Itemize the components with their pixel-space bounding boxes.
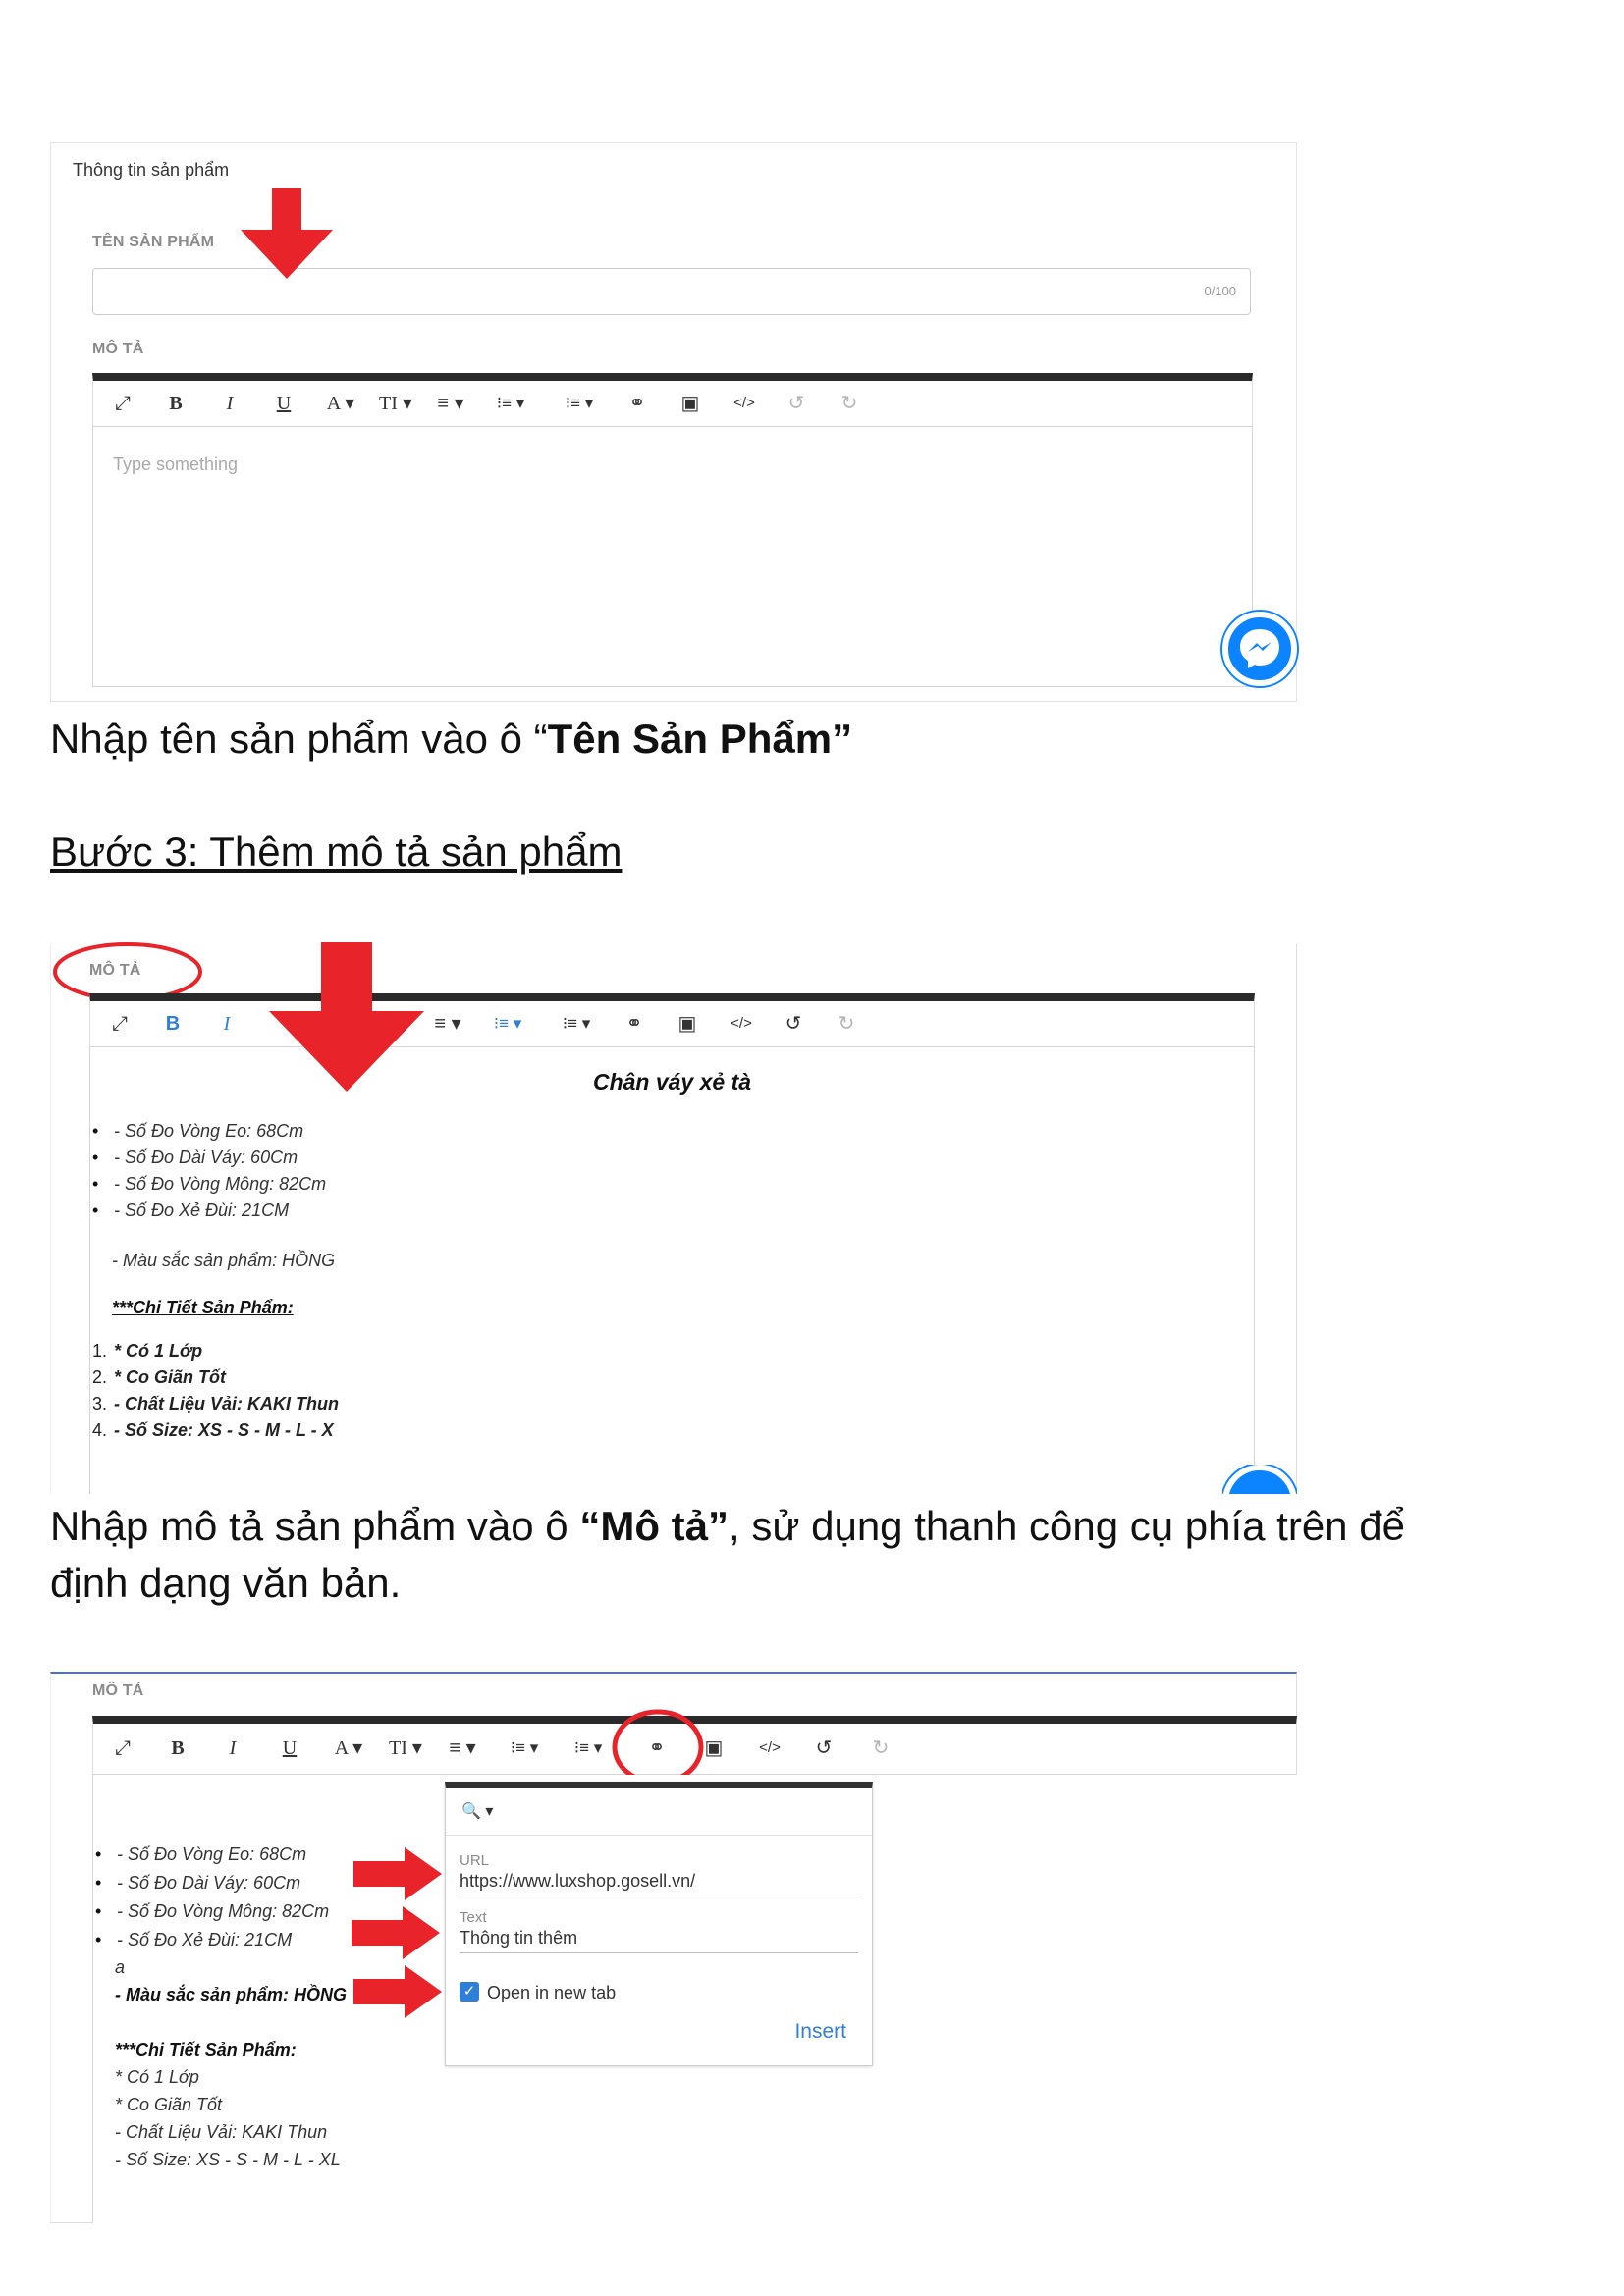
caption-description: Nhập mô tả sản phẩm vào ô “Mô tả”, sử dụ… xyxy=(50,1503,1405,1606)
panel-title: Thông tin sản phẩm xyxy=(73,160,230,180)
list-item: - Số Đo Xẻ Đùi: 21CM xyxy=(95,1926,329,1954)
font-color-dropdown[interactable]: A ▾ xyxy=(326,393,355,414)
measurement-list: - Số Đo Vòng Eo: 68Cm - Số Đo Dài Váy: 6… xyxy=(95,1841,329,1954)
align-dropdown[interactable]: ≡ ▾ xyxy=(449,1737,476,1759)
red-arrow-down-icon xyxy=(269,942,424,1092)
messenger-icon[interactable] xyxy=(1222,1465,1297,1494)
insert-link-popup: 🔍 ▾ URL https://www.luxshop.gosell.vn/ T… xyxy=(445,1782,873,2066)
url-field-label: URL xyxy=(460,1852,490,1869)
description-label-2: MÔ TẢ xyxy=(89,962,141,979)
unordered-list-dropdown[interactable]: ⁝≡ ▾ xyxy=(565,394,594,412)
measurement-list: - Số Đo Vòng Eo: 68Cm - Số Đo Dài Váy: 6… xyxy=(92,1118,326,1224)
image-icon[interactable]: ▣ xyxy=(680,393,700,414)
expand-icon[interactable]: ⤢ xyxy=(112,1013,128,1035)
undo-icon[interactable]: ↺ xyxy=(787,393,805,414)
expand-icon[interactable]: ⤢ xyxy=(115,1737,131,1759)
description-editor-2[interactable]: Chân váy xẻ tà - Số Đo Vòng Eo: 68Cm - S… xyxy=(89,1047,1255,1494)
link-icon[interactable]: ⚭ xyxy=(628,393,646,414)
stray-text: a xyxy=(115,1957,126,1977)
messenger-icon[interactable] xyxy=(1222,612,1297,686)
product-name-label: TÊN SẢN PHẨM xyxy=(92,234,215,250)
undo-icon[interactable]: ↺ xyxy=(785,1013,802,1035)
red-arrow-right-icon xyxy=(353,1847,442,1900)
list-item: - Số Đo Vòng Eo: 68Cm xyxy=(92,1118,326,1145)
url-field[interactable]: https://www.luxshop.gosell.vn/ xyxy=(460,1871,696,1891)
list-item: * Có 1 Lớp xyxy=(115,2067,199,2087)
editor-placeholder: Type something xyxy=(113,454,239,474)
image-icon[interactable]: ▣ xyxy=(677,1013,697,1035)
link-icon[interactable]: ⚭ xyxy=(648,1737,666,1759)
description-panel-2 xyxy=(50,944,1297,1494)
link-text-field[interactable]: Thông tin thêm xyxy=(460,1928,578,1948)
code-view-icon[interactable]: </> xyxy=(733,395,755,411)
redo-icon[interactable]: ↻ xyxy=(838,1013,855,1035)
detail-heading: ***Chi Tiết Sản Phẩm: xyxy=(112,1298,294,1317)
font-size-dropdown[interactable]: TI ▾ xyxy=(379,393,412,414)
step3-heading: Bước 3: Thêm mô tả sản phẩm xyxy=(50,828,623,875)
unordered-list-dropdown[interactable]: ⁝≡ ▾ xyxy=(562,1014,591,1033)
list-item: - Số Đo Dài Váy: 60Cm xyxy=(92,1145,326,1171)
ordered-list-dropdown[interactable]: ⁝≡ ▾ xyxy=(510,1738,539,1757)
open-new-tab-label: Open in new tab xyxy=(487,1983,617,2002)
unordered-list-dropdown[interactable]: ⁝≡ ▾ xyxy=(573,1738,603,1757)
code-view-icon[interactable]: </> xyxy=(731,1015,752,1032)
insert-button[interactable]: Insert xyxy=(794,2020,846,2043)
list-item: - Số Size: XS - S - M - L - XL xyxy=(115,2150,341,2169)
undo-icon[interactable]: ↺ xyxy=(815,1737,833,1759)
list-item: 3. - Chất Liệu Vải: KAKI Thun xyxy=(92,1394,339,1414)
align-dropdown[interactable]: ≡ ▾ xyxy=(437,393,464,414)
ordered-list-dropdown[interactable]: ⁝≡ ▾ xyxy=(496,394,525,412)
open-new-tab-checkbox[interactable]: ✓ xyxy=(460,1982,479,2002)
detail-heading: ***Chi Tiết Sản Phẩm: xyxy=(115,2040,297,2059)
text-field-label: Text xyxy=(460,1909,487,1926)
link-icon[interactable]: ⚭ xyxy=(625,1013,643,1035)
list-item: - Chất Liệu Vải: KAKI Thun xyxy=(115,2122,328,2142)
bold-button[interactable]: B xyxy=(165,1013,181,1035)
list-item: 1. * Có 1 Lớp xyxy=(92,1341,203,1361)
color-line: - Màu sắc sản phẩm: HỒNG xyxy=(115,1985,348,2004)
list-item: - Số Đo Xẻ Đùi: 21CM xyxy=(92,1198,326,1224)
product-title: Chân váy xẻ tà xyxy=(592,1069,752,1095)
image-icon[interactable]: ▣ xyxy=(704,1737,724,1759)
list-item: * Co Giãn Tốt xyxy=(115,2095,223,2114)
panel-header: Thông tin sản phẩm xyxy=(51,143,1296,199)
detail-numbered-list: 1. * Có 1 Lớp 2. * Co Giãn Tốt 3. - Chất Li… xyxy=(92,1338,339,1444)
font-size-dropdown[interactable]: TI ▾ xyxy=(389,1737,422,1759)
description-editor[interactable]: Type something xyxy=(92,427,1253,687)
list-item: - Số Đo Dài Váy: 60Cm xyxy=(95,1869,329,1897)
caption-product-name: Nhập tên sản phẩm vào ô “Tên Sản Phẩm” xyxy=(50,716,853,762)
redo-icon[interactable]: ↻ xyxy=(840,393,858,414)
red-arrow-right-icon xyxy=(353,1965,442,2018)
italic-button[interactable]: I xyxy=(226,393,234,414)
char-counter: 0/100 xyxy=(1204,284,1236,298)
list-item: 4. - Số Size: XS - S - M - L - X xyxy=(92,1420,334,1440)
bold-button[interactable]: B xyxy=(171,1737,185,1759)
bold-button[interactable]: B xyxy=(169,393,183,414)
list-item: 2. * Co Giãn Tốt xyxy=(92,1367,226,1387)
underline-button[interactable]: U xyxy=(276,393,292,414)
code-view-icon[interactable]: </> xyxy=(759,1739,781,1756)
description-label: MÔ TẢ xyxy=(92,341,144,357)
redo-icon[interactable]: ↻ xyxy=(872,1737,890,1759)
red-arrow-right-icon xyxy=(352,1906,440,1959)
search-dropdown-icon[interactable]: 🔍 ▾ xyxy=(461,1803,494,1820)
ordered-list-dropdown[interactable]: ⁝≡ ▾ xyxy=(493,1014,522,1033)
font-color-dropdown[interactable]: A ▾ xyxy=(334,1737,363,1759)
editor-toolbar: ⤢ B I U A ▾ TI ▾ ≡ ▾ ⁝≡ ▾ ⁝≡ ▾ ⚭ ▣ </> ↺… xyxy=(92,373,1253,427)
list-item: - Số Đo Vòng Eo: 68Cm xyxy=(95,1841,329,1869)
description-label-3: MÔ TẢ xyxy=(92,1682,144,1699)
editor-toolbar-2: ⤢ B I ≡ ▾ ⁝≡ ▾ ⁝≡ ▾ ⚭ ▣ </> ↺ ↻ xyxy=(89,993,1255,1047)
italic-button[interactable]: I xyxy=(223,1013,231,1035)
underline-button[interactable]: U xyxy=(282,1737,298,1759)
list-item: - Số Đo Vòng Mông: 82Cm xyxy=(95,1897,329,1926)
red-arrow-down-icon xyxy=(241,188,333,279)
list-item: - Số Đo Vòng Mông: 82Cm xyxy=(92,1171,326,1198)
color-line: - Màu sắc sản phẩm: HỒNG xyxy=(112,1251,336,1270)
align-dropdown[interactable]: ≡ ▾ xyxy=(434,1013,461,1035)
expand-icon[interactable]: ⤢ xyxy=(115,393,131,414)
italic-button[interactable]: I xyxy=(229,1737,237,1759)
